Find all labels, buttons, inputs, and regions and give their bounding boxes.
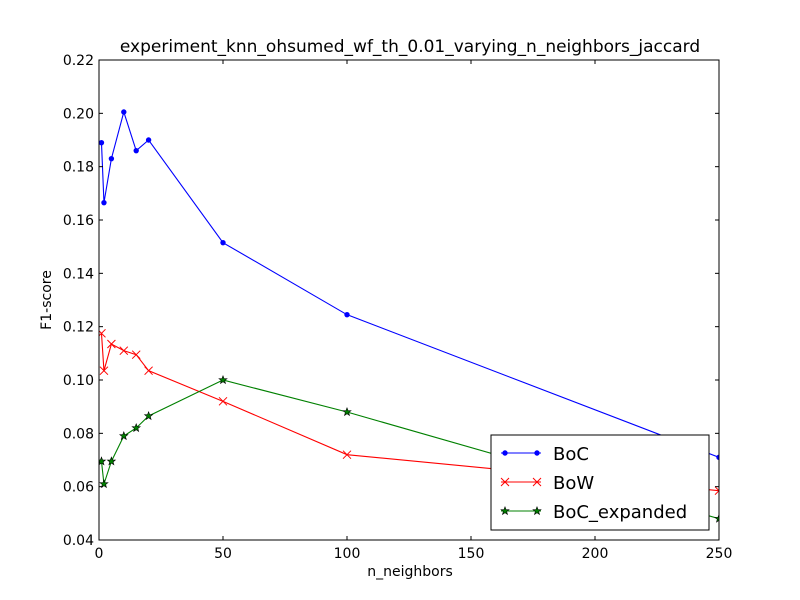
x-tick-label: 50: [214, 546, 232, 562]
y-tick-label: 0.18: [63, 160, 94, 176]
y-tick-label: 0.06: [63, 480, 94, 496]
data-point-bow: [144, 366, 153, 376]
data-point-bow: [218, 396, 228, 406]
y-tick-label: 0.14: [63, 266, 94, 282]
data-point-bow: [342, 450, 352, 460]
x-tick-label: 200: [582, 546, 609, 562]
data-point-boc: [220, 239, 226, 246]
data-point-bow: [99, 328, 106, 338]
y-tick-label: 0.10: [63, 373, 94, 389]
legend-entry-bow: BoW: [500, 473, 594, 494]
x-tick-label: 100: [334, 546, 361, 562]
y-axis-title: F1-score: [39, 270, 55, 330]
data-point-boc: [101, 199, 107, 206]
y-tick-label: 0.16: [63, 213, 94, 229]
plot-area: [99, 109, 719, 523]
x-axis-title: n_neighbors: [367, 564, 453, 580]
legend-label: BoC: [553, 444, 589, 465]
data-point-boc: [99, 139, 105, 146]
legend-marker: [532, 505, 542, 516]
x-tick-label: 0: [95, 546, 104, 562]
legend-entry-boc: BoC: [501, 444, 589, 465]
legend-label: BoC_expanded: [553, 502, 687, 523]
y-tick-label: 0.04: [63, 533, 94, 549]
y-tick-label: 0.12: [63, 320, 94, 336]
data-point-boc_expanded: [143, 410, 154, 421]
legend-entry-boc_expanded: BoC_expanded: [500, 502, 687, 523]
data-point-boc_expanded: [99, 456, 107, 466]
data-point-boc_expanded: [118, 430, 129, 441]
data-point-boc: [133, 147, 139, 154]
axis-ticks: 0 50 100 150 200 250 0.04 0.06 0.08 0.10 0.12 0.14 0…: [63, 53, 733, 562]
x-tick-label: 150: [458, 546, 485, 562]
data-point-bow: [119, 346, 129, 356]
legend-marker: [534, 450, 540, 456]
y-tick-label: 0.08: [63, 426, 94, 442]
data-point-boc_expanded: [99, 478, 109, 489]
data-point-boc_expanded: [714, 513, 719, 523]
data-point-boc: [121, 109, 127, 115]
data-point-boc_expanded: [218, 374, 228, 385]
data-point-bow: [131, 350, 141, 360]
legend-marker: [500, 505, 510, 516]
chart-title: experiment_knn_ohsumed_wf_th_0.01_varyin…: [120, 37, 700, 57]
legend-marker: [502, 450, 508, 456]
legend-marker: [500, 477, 510, 487]
plot-frame: [98, 59, 720, 541]
x-tick-label: 250: [706, 546, 733, 562]
y-tick-label: 0.20: [63, 106, 94, 122]
data-point-boc: [145, 137, 152, 143]
data-point-bow: [99, 366, 109, 376]
legend: BoC BoW BoC_expanded: [490, 434, 710, 531]
legend-label: BoW: [553, 473, 594, 494]
data-point-boc: [108, 155, 115, 162]
data-point-bow: [107, 339, 116, 349]
data-point-boc_expanded: [131, 422, 142, 433]
y-tick-label: 0.22: [63, 53, 94, 69]
data-point-boc_expanded: [342, 406, 352, 417]
data-point-boc: [344, 311, 350, 318]
legend-marker: [532, 477, 542, 487]
data-point-bow: [714, 486, 719, 496]
data-point-boc_expanded: [106, 456, 117, 466]
